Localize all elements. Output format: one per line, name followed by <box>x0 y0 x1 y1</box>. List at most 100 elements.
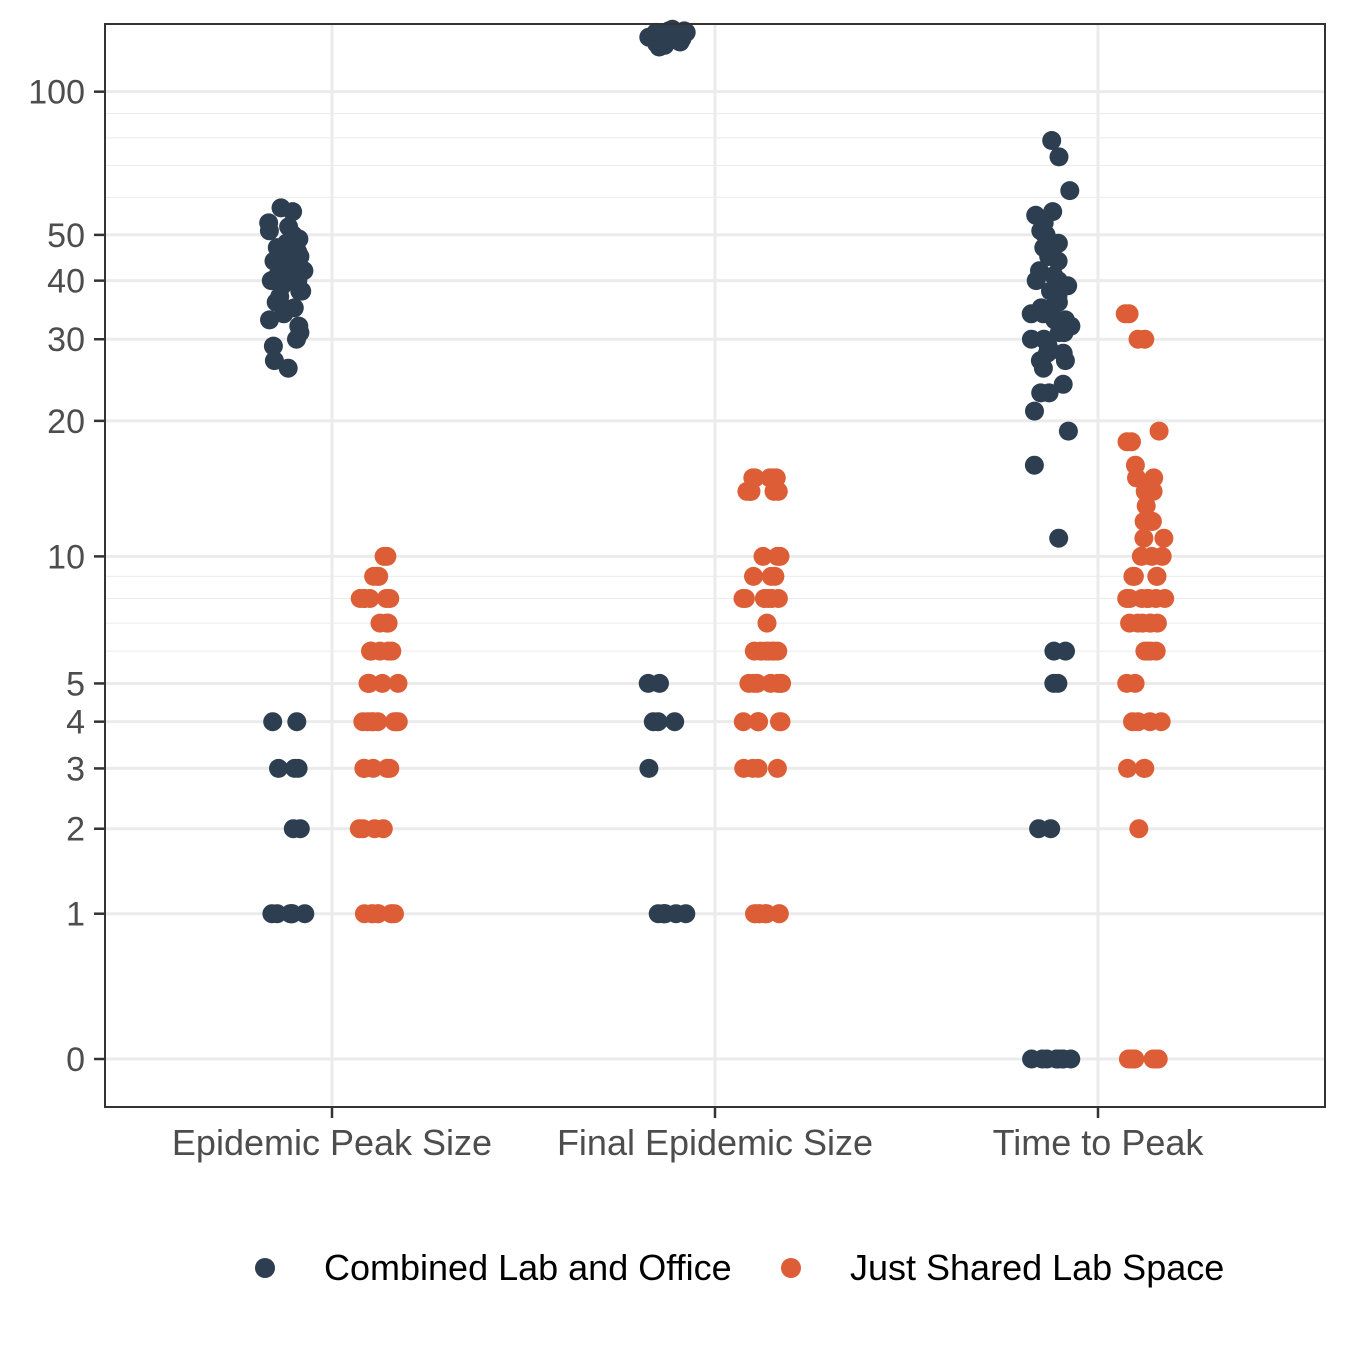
legend-label-shared: Just Shared Lab Space <box>850 1247 1224 1288</box>
data-point <box>1136 496 1156 516</box>
data-point <box>768 546 787 566</box>
data-point <box>1125 1049 1145 1069</box>
data-point <box>1049 147 1069 167</box>
legend-key-combined <box>255 1258 275 1278</box>
x-tick-label: Time to Peak <box>993 1122 1205 1163</box>
data-point <box>1053 374 1073 394</box>
data-point <box>1147 566 1167 586</box>
data-point <box>767 758 787 778</box>
data-point <box>279 217 299 237</box>
y-tick-label: 3 <box>66 750 85 788</box>
data-point <box>260 310 279 330</box>
data-point <box>1143 481 1163 501</box>
data-point <box>733 712 753 732</box>
data-point <box>370 641 390 661</box>
data-point <box>1043 202 1063 222</box>
data-point <box>1123 712 1142 732</box>
data-point <box>758 589 778 608</box>
data-point <box>380 589 400 608</box>
x-tick-label: Epidemic Peak Size <box>172 1122 492 1163</box>
data-point <box>264 351 284 371</box>
data-point <box>1029 819 1049 839</box>
data-point <box>639 758 659 778</box>
data-point <box>744 673 764 693</box>
data-point <box>1042 131 1062 150</box>
data-point <box>1123 566 1143 586</box>
data-point <box>374 546 394 566</box>
data-point <box>263 712 283 732</box>
data-point <box>284 298 304 318</box>
data-point <box>756 641 776 661</box>
data-point <box>1034 329 1054 349</box>
y-tick-label: 1 <box>66 896 85 934</box>
data-point <box>1118 758 1137 778</box>
data-point <box>1048 673 1068 693</box>
data-point <box>1060 181 1080 201</box>
data-point <box>655 904 675 924</box>
data-point <box>1119 304 1139 324</box>
y-tick-label: 0 <box>66 1041 85 1079</box>
data-point <box>1026 205 1046 225</box>
data-point <box>1129 819 1149 839</box>
data-point <box>1030 261 1049 281</box>
data-point <box>1117 589 1137 608</box>
data-point <box>761 566 781 586</box>
data-point <box>1132 589 1152 608</box>
legend-label-combined: Combined Lab and Office <box>324 1247 732 1288</box>
data-point <box>772 673 792 693</box>
data-point <box>282 904 302 924</box>
data-point <box>757 904 777 924</box>
data-point <box>757 613 777 633</box>
data-point <box>262 904 282 924</box>
y-tick-label: 50 <box>47 217 85 255</box>
data-point <box>377 613 397 633</box>
data-point <box>760 468 780 488</box>
data-point <box>353 819 373 839</box>
data-point <box>1155 589 1175 608</box>
data-point <box>665 712 685 732</box>
legend: Combined Lab and Office Just Shared Lab … <box>255 1247 1224 1288</box>
data-point <box>753 546 773 566</box>
data-point <box>354 589 374 608</box>
data-point <box>676 904 696 924</box>
data-point <box>269 758 288 778</box>
data-point <box>1131 546 1151 566</box>
data-point <box>744 566 763 586</box>
data-point <box>283 819 303 839</box>
major-grid <box>105 24 1325 1107</box>
data-point <box>1122 432 1141 452</box>
y-tick-label: 100 <box>28 74 85 112</box>
data-point <box>1032 1049 1052 1069</box>
data-point <box>734 758 754 778</box>
data-point <box>1138 641 1158 661</box>
data-point <box>364 566 384 586</box>
data-point <box>363 904 383 924</box>
data-point <box>1128 613 1148 633</box>
data-point <box>1039 383 1059 403</box>
data-point <box>1125 455 1145 475</box>
data-point <box>1125 673 1145 693</box>
y-tick-label: 20 <box>47 403 85 441</box>
data-point <box>289 316 309 336</box>
data-point <box>1154 528 1174 548</box>
data-point <box>1044 266 1064 286</box>
data-point <box>749 712 769 732</box>
data-point <box>1055 310 1075 330</box>
data-point <box>363 712 383 732</box>
data-point <box>1151 712 1171 732</box>
data-point <box>1024 455 1044 475</box>
data-point <box>271 198 291 218</box>
data-point <box>650 673 669 693</box>
y-tick-label: 40 <box>47 263 85 301</box>
data-point <box>1134 528 1154 548</box>
data-point <box>1061 1049 1081 1069</box>
data-point <box>363 758 383 778</box>
x-axis: Epidemic Peak Size Final Epidemic Size Tim… <box>172 1107 1204 1163</box>
data-point <box>1146 1049 1166 1069</box>
y-tick-label: 2 <box>66 811 85 849</box>
legend-key-shared <box>781 1258 801 1278</box>
data-point <box>1142 511 1162 531</box>
data-point <box>662 19 682 39</box>
data-point <box>733 589 753 608</box>
data-point <box>359 673 379 693</box>
